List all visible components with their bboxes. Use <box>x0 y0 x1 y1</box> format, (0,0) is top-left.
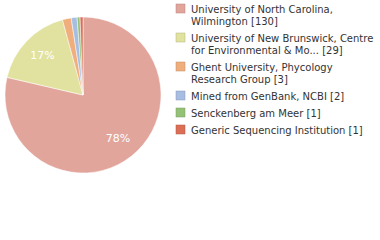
legend-label: University of North Carolina,Wilmington … <box>191 4 333 27</box>
data-label: 17% <box>30 49 54 62</box>
pie-slice <box>80 17 83 95</box>
pie-slice <box>71 17 83 95</box>
legend-swatch <box>176 62 185 71</box>
legend-swatch <box>176 33 185 42</box>
data-labels: 78% 17% <box>30 49 130 145</box>
pie-slice <box>5 17 161 173</box>
legend-label: Mined from GenBank, NCBI [2] <box>191 91 344 102</box>
legend-swatch <box>176 4 185 13</box>
legend-swatch <box>176 108 185 117</box>
legend-swatch <box>176 125 185 134</box>
chart: 78% 17% University of North Carolina,Wilmi… <box>0 0 380 240</box>
legend-label: Ghent University, PhycologyResearch Grou… <box>191 62 333 85</box>
pie-slice <box>62 18 83 95</box>
data-label: 78% <box>106 132 130 145</box>
legend-label: Senckenberg am Meer [1] <box>191 108 321 119</box>
legend: University of North Carolina,Wilmington … <box>176 4 373 136</box>
legend-label: University of New Brunswick, Centrefor E… <box>191 33 373 56</box>
pie-slices <box>5 17 161 173</box>
legend-swatch <box>176 91 185 100</box>
legend-label: Generic Sequencing Institution [1] <box>191 125 363 136</box>
pie <box>5 17 161 173</box>
pie-slice <box>77 17 83 95</box>
